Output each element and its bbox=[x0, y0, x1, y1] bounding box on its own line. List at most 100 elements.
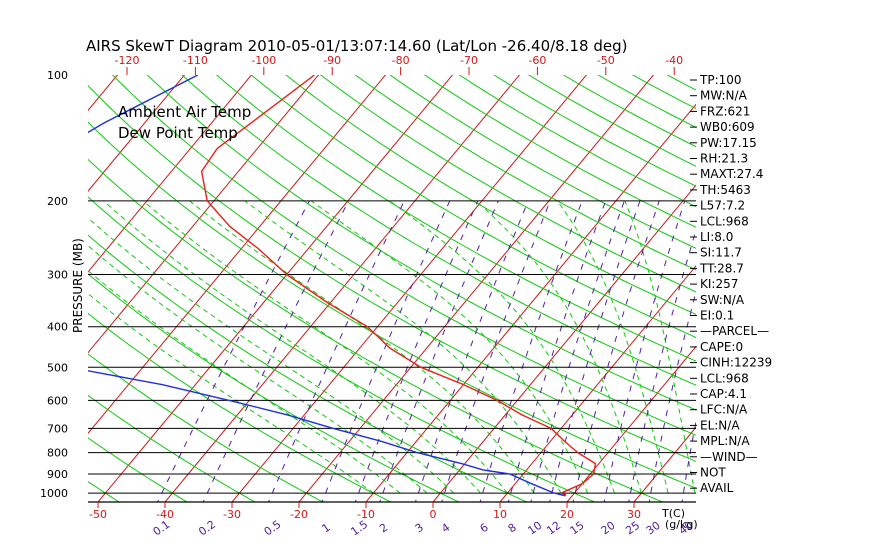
bottom-axis-tick-label: -50 bbox=[89, 508, 107, 521]
mixing-ratio-tick-label: 10 bbox=[525, 519, 544, 538]
mixing-ratio-tick-label: 12 bbox=[544, 519, 563, 538]
dry-adiabat-line bbox=[112, 75, 696, 436]
index-label: L57:7.2 bbox=[700, 199, 745, 213]
index-label: TP:100 bbox=[699, 73, 742, 87]
bottom-axis-tick-label: -10 bbox=[357, 508, 375, 521]
mixing-ratio-line bbox=[202, 200, 350, 502]
bottom-axis-tick-label: 30 bbox=[627, 508, 641, 521]
dry-adiabat-line bbox=[88, 158, 664, 502]
mixing-ratio-lines bbox=[156, 200, 696, 502]
dry-adiabat-line bbox=[88, 196, 596, 502]
pressure-tick-label: 800 bbox=[47, 447, 68, 460]
index-label: CAP:4.1 bbox=[700, 387, 747, 401]
moist-adiabat-line bbox=[310, 200, 589, 494]
bottom-axis-ticks: -50 -40 -30 -20 -10 0 10 20 30 bbox=[89, 502, 641, 521]
isobar-lines bbox=[88, 200, 696, 494]
mixing-ratio-line bbox=[379, 200, 499, 502]
dry-adiabat-line bbox=[319, 75, 696, 293]
bottom-axis-tick-label: -40 bbox=[156, 508, 174, 521]
mixing-ratio-tick-label: 20 bbox=[599, 519, 618, 538]
dry-adiabat-line bbox=[181, 75, 696, 386]
pressure-tick-label: 400 bbox=[47, 321, 68, 334]
isotherm-line bbox=[88, 75, 253, 273]
mixing-ratio-tick-label: 4 bbox=[439, 521, 452, 536]
index-label: TH:5463 bbox=[699, 183, 751, 197]
mixing-ratio-tick-label: 8 bbox=[506, 521, 519, 536]
isotherm-line bbox=[824, 34, 870, 515]
mixing-ratio-tick-label: 25 bbox=[623, 519, 642, 538]
moist-adiabat-line bbox=[189, 200, 535, 494]
dry-adiabat-lines bbox=[88, 75, 696, 502]
dry-adiabat-line bbox=[250, 75, 696, 339]
top-axis-tick-label: -110 bbox=[183, 54, 208, 67]
y-axis-label: PRESSURE (MB) bbox=[71, 238, 85, 333]
mixing-ratio-tick-label: 3 bbox=[413, 521, 426, 536]
mixing-ratio-tick-label: 1 bbox=[319, 521, 332, 536]
moist-adiabat-line bbox=[103, 200, 481, 494]
dry-adiabat-line bbox=[88, 437, 188, 502]
index-label: WB0:609 bbox=[700, 120, 755, 134]
index-label: —WIND— bbox=[700, 450, 758, 464]
dry-adiabat-line bbox=[389, 75, 696, 249]
index-label: TT:28.7 bbox=[699, 261, 744, 275]
legend-ambient-air-temp: Ambient Air Temp bbox=[118, 103, 251, 121]
bottom-axis-tick-label: 20 bbox=[560, 508, 574, 521]
index-label: EL:N/A bbox=[700, 418, 740, 432]
moist-adiabat-line bbox=[624, 200, 696, 494]
mixing-ratio-line bbox=[530, 200, 625, 502]
mixing-ratio-line bbox=[441, 200, 551, 502]
moist-adiabat-line bbox=[88, 217, 455, 494]
bottom-axis-tick-label: 10 bbox=[493, 508, 507, 521]
top-axis-tick-label: -70 bbox=[460, 54, 478, 67]
dry-adiabat-line bbox=[88, 121, 696, 489]
dry-adiabat-line bbox=[354, 75, 696, 271]
isotherm-line bbox=[0, 34, 17, 515]
mixing-ratio-tick-label: 0.5 bbox=[262, 518, 284, 539]
series-line-dew-point-temp bbox=[88, 75, 566, 497]
top-axis-ticks: -120 -110 -100 -90 -80 -70 -60 -50 -40 bbox=[115, 54, 683, 75]
index-label: MW:N/A bbox=[700, 89, 748, 103]
index-label: SW:N/A bbox=[700, 293, 745, 307]
index-label: MAXT:27.4 bbox=[700, 167, 763, 181]
mixing-ratio-line bbox=[414, 200, 529, 502]
index-label: RH:21.3 bbox=[700, 152, 748, 166]
isotherm-line bbox=[633, 426, 696, 502]
chart-title: AIRS SkewT Diagram 2010-05-01/13:07:14.6… bbox=[86, 37, 627, 55]
mixing-ratio-line bbox=[268, 200, 405, 502]
dry-adiabat-line bbox=[88, 234, 528, 502]
index-label: SI:11.7 bbox=[700, 246, 742, 260]
mixing-ratio-line bbox=[354, 200, 479, 502]
index-label: LI:8.0 bbox=[700, 230, 733, 244]
mixing-ratio-tick-label: 0.2 bbox=[196, 518, 218, 539]
pressure-tick-label: 1000 bbox=[40, 487, 68, 500]
mixing-ratio-tick-label: 15 bbox=[568, 519, 587, 538]
mixing-ratio-line bbox=[572, 200, 660, 502]
pressure-tick-label: 900 bbox=[47, 468, 68, 481]
top-axis-tick-label: -50 bbox=[597, 54, 615, 67]
mixing-ratio-line bbox=[479, 200, 583, 502]
pressure-tick-label: 300 bbox=[47, 269, 68, 282]
pressure-tick-label: 500 bbox=[47, 361, 68, 374]
pressure-tick-label: 100 bbox=[47, 69, 68, 82]
top-axis-tick-label: -80 bbox=[392, 54, 410, 67]
moist-adiabat-line bbox=[88, 245, 428, 494]
index-label: LCL:968 bbox=[700, 371, 749, 385]
dry-adiabat-line bbox=[88, 84, 696, 462]
mixing-ratio-tick-label: 6 bbox=[477, 521, 490, 536]
dry-adiabat-line bbox=[285, 75, 696, 315]
index-label: PW:17.15 bbox=[700, 136, 757, 150]
dry-adiabat-line bbox=[146, 75, 696, 411]
pressure-tick-label: 200 bbox=[47, 195, 68, 208]
mixing-ratio-line bbox=[156, 200, 310, 502]
index-label: AVAIL bbox=[700, 481, 734, 495]
index-label: KI:257 bbox=[700, 277, 738, 291]
top-axis-tick-label: -90 bbox=[323, 54, 341, 67]
dry-adiabat-line bbox=[458, 75, 696, 208]
series-line-ambient-air-temp bbox=[200, 75, 597, 496]
moist-adiabat-line bbox=[556, 200, 669, 494]
dry-adiabat-line bbox=[215, 75, 696, 362]
moist-adiabat-line bbox=[475, 200, 642, 494]
index-label: MPL:N/A bbox=[700, 434, 750, 448]
